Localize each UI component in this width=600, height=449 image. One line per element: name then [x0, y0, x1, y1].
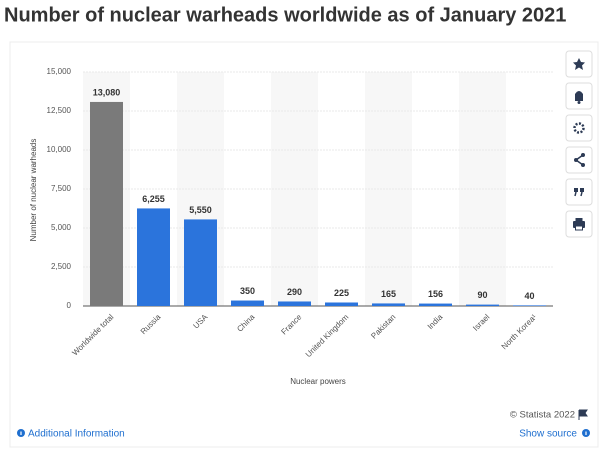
- data-label: 225: [334, 288, 349, 298]
- bar: [466, 304, 499, 306]
- data-label: 350: [240, 286, 255, 296]
- y-tick-label: 0: [67, 301, 72, 310]
- credit: © Statista 2022: [510, 410, 575, 421]
- favorite-button[interactable]: [565, 50, 593, 78]
- bar: [90, 101, 123, 307]
- y-tick-label: 10,000: [47, 145, 72, 154]
- show-source-text[interactable]: Show source: [519, 429, 577, 440]
- bar: [137, 208, 170, 306]
- alert-button[interactable]: [565, 82, 593, 110]
- data-label: 156: [428, 289, 443, 299]
- bar: [325, 302, 358, 306]
- bar: [419, 303, 452, 306]
- cite-button[interactable]: [565, 178, 593, 206]
- y-tick-label: 12,500: [47, 106, 72, 115]
- bar: [231, 300, 264, 306]
- data-label: 5,550: [189, 205, 212, 215]
- data-label: 13,080: [93, 87, 121, 97]
- flag-icon: [578, 409, 588, 420]
- y-tick-label: 15,000: [47, 67, 72, 76]
- additional-info-text[interactable]: Additional Information: [28, 429, 125, 440]
- chart-title: Number of nuclear warheads worldwide as …: [4, 4, 566, 26]
- bar: [278, 301, 311, 306]
- bar: [372, 303, 405, 306]
- x-axis-label: Nuclear powers: [290, 377, 346, 386]
- y-tick-label: 2,500: [51, 262, 72, 271]
- y-tick-label: 7,500: [51, 184, 72, 193]
- plot: 02,5005,0007,50010,00012,50015,000Worldw…: [47, 67, 553, 359]
- data-label: 6,255: [142, 194, 165, 204]
- y-axis-label: Number of nuclear warheads: [29, 139, 38, 242]
- share-button[interactable]: [565, 146, 593, 174]
- data-label: 90: [477, 290, 487, 300]
- toolbar: [565, 50, 593, 238]
- show-source-link[interactable]: Show source: [519, 429, 590, 440]
- data-label: 290: [287, 287, 302, 297]
- data-label: 165: [381, 289, 396, 299]
- bar: [513, 305, 546, 306]
- y-tick-label: 5,000: [51, 223, 72, 232]
- bar: [184, 219, 217, 306]
- additional-info-link[interactable]: Additional Information: [17, 429, 125, 440]
- print-button[interactable]: [565, 210, 593, 238]
- settings-button[interactable]: [565, 114, 593, 142]
- data-label: 40: [524, 291, 534, 301]
